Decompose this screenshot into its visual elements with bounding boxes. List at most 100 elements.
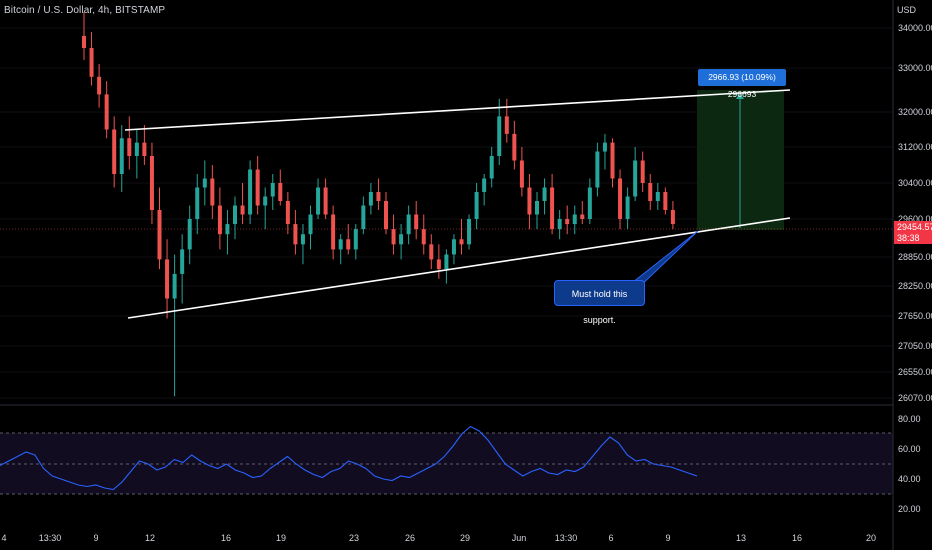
candle-body bbox=[557, 219, 562, 230]
time-tick-label: 29 bbox=[460, 533, 470, 543]
candle-body bbox=[467, 219, 472, 245]
candle-body bbox=[82, 36, 86, 48]
time-tick-label: 9 bbox=[665, 533, 670, 543]
candle-body bbox=[376, 192, 381, 201]
time-tick-label: 4 bbox=[1, 533, 6, 543]
rsi-tick-label: 80.00 bbox=[898, 414, 921, 424]
rsi-axis[interactable]: 80.00 60.00 40.00 20.00 bbox=[898, 414, 921, 514]
candle-body bbox=[542, 187, 547, 201]
time-tick-label: 13 bbox=[736, 533, 746, 543]
candle-body bbox=[482, 178, 487, 192]
candle-body bbox=[97, 76, 102, 95]
time-tick-label: 6 bbox=[608, 533, 613, 543]
price-tick-label: 34000.00 bbox=[898, 23, 932, 33]
candle-body bbox=[225, 224, 230, 235]
time-tick-label: 16 bbox=[221, 533, 231, 543]
candle-body bbox=[406, 214, 411, 235]
price-tick-label: 28250.00 bbox=[898, 281, 932, 291]
candle-body bbox=[595, 151, 600, 188]
candle-body bbox=[384, 201, 388, 230]
price-tick-label: 32000.00 bbox=[898, 107, 932, 117]
candle-body bbox=[293, 224, 298, 245]
candle-body bbox=[565, 219, 570, 225]
current-price-tag: 29454.57 38:38 bbox=[894, 221, 932, 244]
candle-body bbox=[248, 169, 253, 215]
candle-body bbox=[663, 192, 668, 210]
candle-body bbox=[195, 187, 200, 219]
candle-body bbox=[112, 129, 117, 174]
candle-body bbox=[180, 249, 185, 274]
candle-body bbox=[202, 178, 207, 188]
time-tick-label: 20 bbox=[866, 533, 876, 543]
candle-body bbox=[459, 239, 464, 245]
candle-body bbox=[240, 205, 245, 215]
time-tick-label: 12 bbox=[145, 533, 155, 543]
candle-body bbox=[414, 214, 419, 230]
candle-body bbox=[580, 214, 585, 219]
current-price: 29454.57 bbox=[897, 222, 932, 232]
candle-body bbox=[618, 178, 623, 219]
candle-body bbox=[217, 205, 222, 235]
candle-body bbox=[550, 187, 555, 230]
candle-body bbox=[165, 259, 170, 299]
price-tick-label: 29600.00 bbox=[898, 214, 932, 224]
candle-body bbox=[527, 187, 532, 215]
support-callout[interactable]: Must hold this support. bbox=[554, 280, 645, 325]
candle-body bbox=[648, 183, 653, 201]
rsi-tick-label: 60.00 bbox=[898, 444, 921, 454]
candle-body bbox=[587, 187, 592, 219]
rsi-line bbox=[0, 425, 698, 491]
candle-body bbox=[535, 201, 539, 215]
candle-body bbox=[210, 178, 215, 206]
candle-body bbox=[361, 205, 366, 230]
candle-body bbox=[368, 192, 373, 206]
time-tick-label: 13:30 bbox=[39, 533, 62, 543]
candle-body bbox=[572, 214, 577, 225]
price-tick-label: 30400.00 bbox=[898, 178, 932, 188]
candle-body bbox=[353, 229, 358, 250]
price-axis[interactable]: 34000.00 33000.00 32000.00 31200.00 30400.00… bbox=[898, 23, 932, 403]
price-tick-label: 26550.00 bbox=[898, 367, 932, 377]
price-tick-label: 33000.00 bbox=[898, 63, 932, 73]
candle-body bbox=[187, 219, 192, 250]
rsi-tick-label: 40.00 bbox=[898, 474, 921, 484]
time-tick-label: 16 bbox=[792, 533, 802, 543]
currency-label: USD bbox=[897, 5, 917, 15]
resistance-trendline[interactable] bbox=[124, 89, 791, 131]
candle-body bbox=[157, 210, 162, 260]
candle-body bbox=[134, 142, 139, 156]
time-tick-label: 26 bbox=[405, 533, 415, 543]
candle-body bbox=[104, 94, 109, 130]
candle-body bbox=[640, 160, 645, 183]
measure-label[interactable]: 2966.93 (10.09%) 296693 bbox=[698, 69, 786, 99]
candle-body bbox=[497, 116, 502, 156]
candle-body bbox=[504, 116, 509, 134]
candle-body bbox=[270, 183, 275, 197]
support-trendline[interactable] bbox=[127, 217, 791, 319]
candle-body bbox=[655, 192, 660, 201]
candle-body bbox=[399, 234, 404, 245]
candle-body bbox=[474, 192, 479, 219]
time-tick-label: 13:30 bbox=[555, 533, 578, 543]
candle-body bbox=[421, 229, 426, 245]
candle-body bbox=[444, 254, 449, 270]
time-axis[interactable]: 4 13:30 9 12 16 19 23 26 29 Jun 13:30 6 9 13 16 20 bbox=[1, 533, 876, 543]
candle-body bbox=[346, 239, 351, 250]
candle-body bbox=[670, 210, 675, 225]
measure-arrow-head bbox=[736, 93, 744, 99]
candle-body bbox=[489, 156, 494, 179]
time-tick-label: 19 bbox=[276, 533, 286, 543]
price-tick-label: 31200.00 bbox=[898, 142, 932, 152]
candle-body bbox=[233, 205, 237, 225]
candle-body bbox=[519, 160, 524, 188]
candle-body bbox=[300, 234, 305, 245]
candle-body bbox=[119, 138, 124, 174]
candle-body bbox=[142, 142, 147, 156]
rsi-background bbox=[0, 433, 893, 494]
bar-countdown: 38:38 bbox=[897, 233, 920, 243]
candle-body bbox=[391, 229, 396, 245]
price-tick-label: 26070.00 bbox=[898, 393, 932, 403]
rsi-tick-label: 20.00 bbox=[898, 504, 921, 514]
candle-body bbox=[436, 259, 441, 270]
